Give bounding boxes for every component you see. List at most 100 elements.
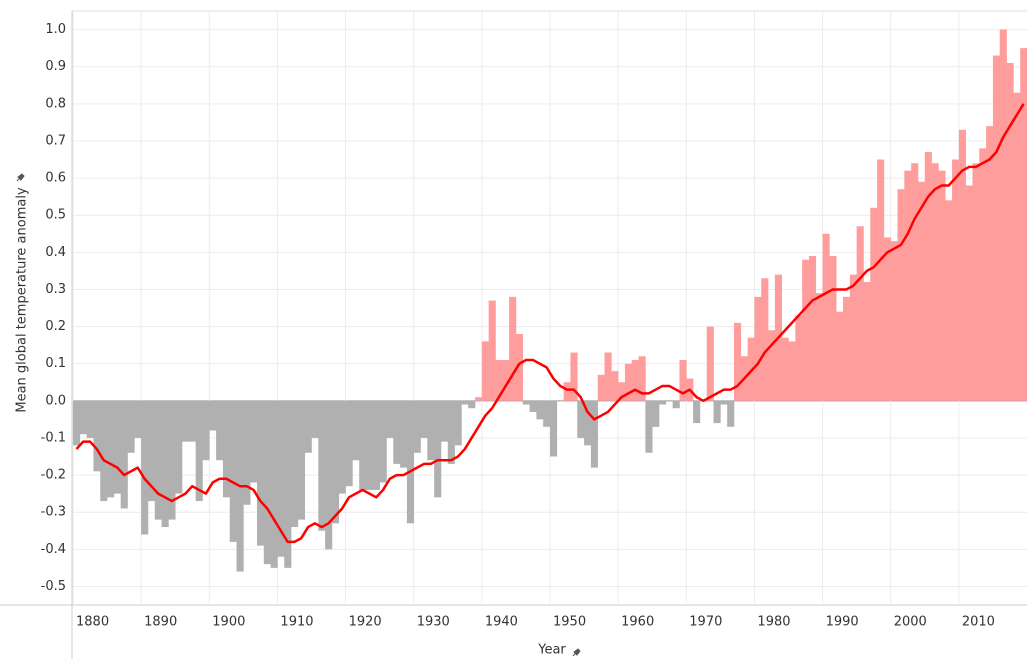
bar bbox=[836, 311, 844, 401]
bar bbox=[127, 400, 135, 453]
y-tick-label: 0.1 bbox=[45, 356, 66, 371]
bar bbox=[406, 400, 415, 524]
bar bbox=[904, 170, 912, 401]
bar bbox=[618, 382, 626, 401]
x-tick-label: 1900 bbox=[212, 615, 245, 630]
bar bbox=[468, 400, 476, 409]
y-tick-label: 0.7 bbox=[45, 133, 66, 148]
y-axis-title: Mean global temperature anomaly bbox=[15, 187, 30, 413]
bar bbox=[550, 400, 558, 457]
bar bbox=[182, 400, 190, 442]
bar bbox=[720, 400, 728, 405]
bar bbox=[1013, 92, 1021, 401]
bar bbox=[475, 397, 483, 401]
bar bbox=[427, 400, 435, 461]
bar bbox=[488, 300, 496, 401]
bar bbox=[420, 400, 428, 438]
bar bbox=[93, 400, 101, 472]
bar bbox=[141, 400, 149, 535]
y-tick-label: 0.9 bbox=[45, 59, 66, 74]
x-tick-label: 1930 bbox=[417, 615, 450, 630]
y-tick-label: 0.5 bbox=[45, 208, 66, 223]
y-tick-label: 0.4 bbox=[45, 245, 66, 260]
bar bbox=[768, 330, 776, 401]
bar bbox=[897, 189, 905, 401]
bar bbox=[222, 400, 231, 498]
x-axis-title: Year bbox=[537, 643, 566, 658]
bar bbox=[331, 400, 340, 524]
bar bbox=[590, 400, 598, 468]
bar bbox=[113, 400, 121, 494]
bar bbox=[134, 400, 142, 438]
bar bbox=[345, 400, 353, 487]
y-tick-label: -0.1 bbox=[41, 430, 66, 445]
bar bbox=[802, 259, 810, 401]
bar bbox=[754, 296, 762, 401]
bar bbox=[515, 333, 524, 401]
x-tick-label: 1960 bbox=[621, 615, 654, 630]
bar bbox=[256, 400, 265, 546]
bar bbox=[529, 400, 537, 412]
labels: 1.0 0.9 0.8 0.7 0.6 0.5 0.4 0.3 0.2 0.1 0.0 -0.1 -0.… bbox=[41, 22, 995, 629]
bar bbox=[638, 356, 646, 401]
bar bbox=[952, 159, 960, 401]
bar bbox=[843, 296, 851, 401]
bar bbox=[788, 341, 796, 401]
bar bbox=[917, 181, 926, 401]
y-tick-label: -0.2 bbox=[41, 468, 66, 483]
y-tick-label: 0.0 bbox=[45, 393, 66, 408]
bar bbox=[863, 282, 871, 401]
bar bbox=[693, 400, 701, 424]
bars bbox=[73, 29, 1027, 572]
bar bbox=[79, 400, 87, 435]
bar bbox=[536, 400, 544, 420]
bar bbox=[338, 400, 346, 494]
bar bbox=[849, 274, 857, 401]
bar bbox=[652, 400, 660, 427]
bar bbox=[100, 400, 108, 502]
bar bbox=[570, 352, 578, 401]
bar bbox=[284, 400, 292, 568]
bar bbox=[958, 129, 966, 401]
bar bbox=[318, 400, 326, 531]
bar bbox=[727, 400, 735, 427]
bar bbox=[679, 359, 687, 401]
bar bbox=[522, 400, 530, 405]
trend-line bbox=[75, 103, 1025, 544]
bar bbox=[297, 400, 305, 520]
bar bbox=[563, 382, 571, 401]
bar bbox=[795, 315, 803, 401]
bar bbox=[107, 400, 115, 498]
bar bbox=[304, 400, 312, 453]
bar bbox=[965, 185, 973, 401]
bar bbox=[366, 400, 374, 490]
bar bbox=[972, 163, 980, 401]
y-tick-label: 0.3 bbox=[45, 282, 66, 297]
y-tick-label: 0.2 bbox=[45, 319, 66, 334]
bar bbox=[645, 400, 653, 453]
bar bbox=[270, 400, 278, 568]
bar bbox=[577, 400, 585, 438]
bar bbox=[502, 359, 510, 401]
bar bbox=[73, 400, 81, 446]
bar bbox=[659, 400, 667, 405]
bar bbox=[216, 400, 224, 461]
bar bbox=[829, 256, 837, 401]
bar bbox=[761, 278, 769, 401]
x-tick-label: 1970 bbox=[689, 615, 722, 630]
bar bbox=[822, 233, 830, 401]
x-tick-label: 1920 bbox=[349, 615, 382, 630]
bar bbox=[440, 400, 449, 442]
bar bbox=[986, 126, 994, 401]
bar bbox=[291, 400, 299, 528]
y-tick-label: -0.3 bbox=[41, 505, 66, 520]
x-tick-label: 2010 bbox=[962, 615, 995, 630]
bar bbox=[1006, 62, 1014, 401]
bar bbox=[999, 29, 1007, 401]
bar bbox=[461, 400, 469, 405]
bar bbox=[870, 207, 878, 401]
x-tick-label: 1940 bbox=[485, 615, 518, 630]
bar bbox=[154, 400, 162, 520]
bar bbox=[175, 400, 183, 494]
